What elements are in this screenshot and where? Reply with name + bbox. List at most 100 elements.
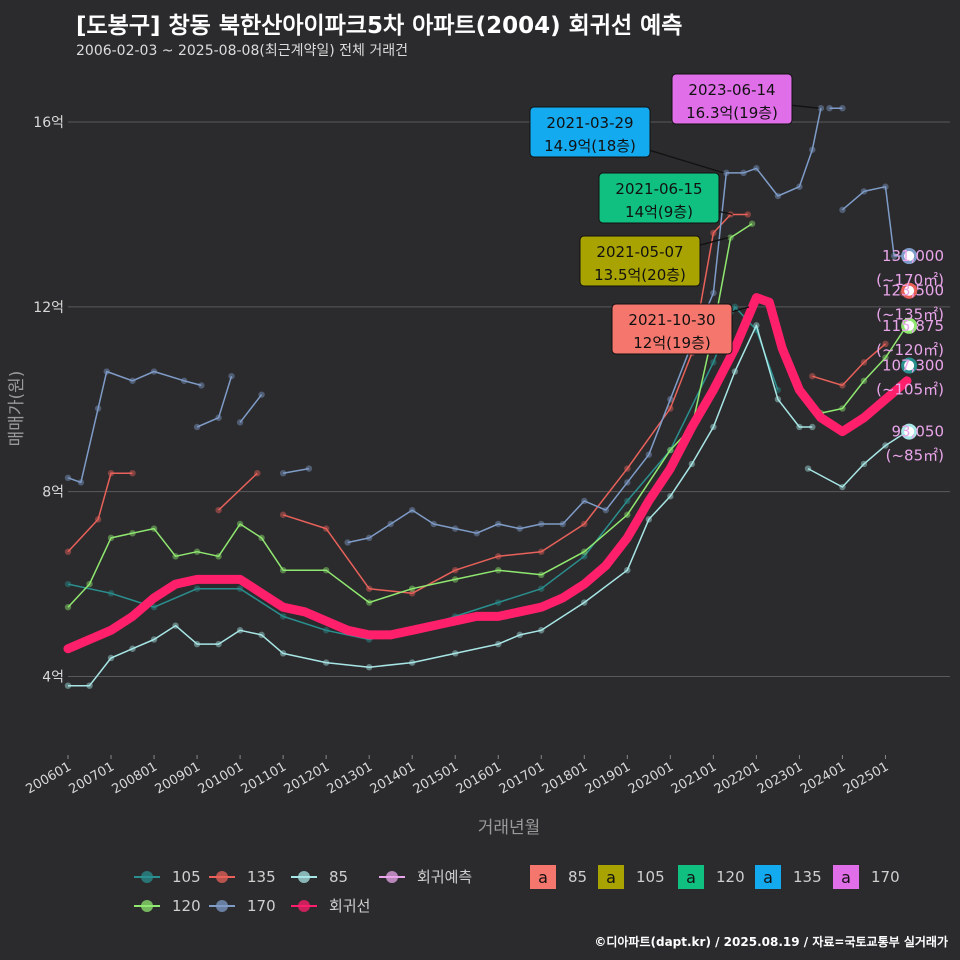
- chart-subtitle: 2006-02-03 ~ 2025-08-08(최근계약일) 전체 거래건: [76, 43, 408, 59]
- series-85-point: [129, 645, 136, 652]
- legend-box-glyph: a: [763, 868, 773, 887]
- series-85-point: [452, 650, 459, 657]
- legend-box-label: 85: [568, 868, 587, 886]
- series-170-point: [860, 188, 868, 195]
- series-120-point: [727, 234, 734, 241]
- legend-label: 105: [172, 868, 201, 886]
- series-105-point: [193, 585, 201, 592]
- series-120-point: [215, 553, 222, 560]
- series-135-point: [107, 469, 115, 477]
- series-85-point: [731, 368, 739, 375]
- series-170-point: [64, 474, 72, 481]
- legend-box-key: [598, 865, 624, 889]
- series-120-point: [279, 567, 287, 574]
- legend-box-key: [678, 865, 704, 889]
- legend-label: 회귀예측: [417, 868, 472, 886]
- series-120-group: [64, 220, 911, 611]
- legend-key-dot: [386, 871, 398, 883]
- series-170-point: [839, 206, 846, 214]
- legend-key-dot: [141, 871, 153, 883]
- callout-price: 16.3억(19층): [686, 104, 778, 122]
- series-85-point: [882, 442, 889, 449]
- legend-item: 회귀선: [291, 897, 370, 915]
- series-170-point: [180, 377, 188, 384]
- y-tick-label: 12억: [33, 300, 64, 316]
- series-120-point: [667, 446, 674, 454]
- series-120-point: [86, 580, 93, 588]
- series-85-point: [193, 640, 201, 648]
- series-85-point: [796, 423, 803, 431]
- series-135-point: [495, 553, 502, 560]
- series-120-point: [322, 567, 330, 574]
- legend-box-key: [755, 865, 781, 889]
- series-135-point: [744, 211, 751, 218]
- legend-box-item: a 170: [833, 865, 900, 889]
- chart-title: [도봉구] 창동 북한산아이파크5차 아파트(2004) 회귀선 예측: [76, 13, 683, 39]
- callout-2021-03-29: 2021-03-29 14.9억(18층): [529, 106, 724, 174]
- forecast-point: [901, 423, 918, 440]
- forecast-unit-label: (~170㎡): [876, 271, 944, 289]
- series-170-point: [581, 497, 588, 505]
- legend-box-item: a 85: [530, 865, 587, 889]
- series-85-point: [804, 465, 812, 472]
- legend-item: 120: [134, 897, 201, 915]
- forecast-unit-label: (~85㎡): [886, 447, 944, 465]
- x-tick-label: 201301: [325, 759, 375, 797]
- series-170-line: [67, 107, 907, 544]
- series-170-point: [753, 165, 760, 172]
- series-85-point: [710, 423, 717, 431]
- series-135-point: [452, 567, 459, 574]
- series-120-point: [64, 603, 72, 611]
- legend-key-dot: [298, 900, 310, 912]
- series-170-point: [228, 372, 235, 380]
- series-170-point: [516, 525, 523, 532]
- series-120-point: [129, 530, 136, 537]
- series-135-point: [882, 340, 889, 348]
- series-170-point: [193, 423, 201, 431]
- series-105-group: [64, 303, 782, 643]
- series-105-point: [64, 580, 72, 588]
- series-170-point: [559, 520, 566, 528]
- series-105-point: [538, 585, 545, 592]
- series-85-point: [538, 627, 545, 634]
- series-135-point: [809, 372, 816, 380]
- callout-box: [611, 303, 733, 355]
- series-85-point: [516, 631, 523, 639]
- y-tick-label: 8억: [42, 485, 64, 501]
- callout-2021-10-30: 2021-10-30 12억(19층): [611, 303, 750, 355]
- series-135-point: [322, 525, 330, 532]
- source-caption: ©디아파트(dapt.kr) / 2025.08.19 / 자료=국토교통부 실…: [594, 935, 948, 949]
- series-85-point: [322, 659, 330, 666]
- callout-2023-06-14: 2023-06-14 16.3억(19층): [671, 73, 819, 125]
- forecast-unit-label: (~105㎡): [876, 381, 944, 399]
- series-120-point: [150, 525, 158, 532]
- series-135-point: [839, 382, 846, 389]
- x-tick-label: 201601: [454, 759, 504, 797]
- series-170-point: [305, 465, 313, 472]
- series-105-point: [581, 553, 588, 560]
- series-85-point: [215, 640, 222, 648]
- series-135-point: [254, 469, 261, 477]
- series-85-point: [860, 460, 868, 468]
- series-120-point: [860, 377, 868, 384]
- series-170-point: [365, 534, 373, 542]
- callout-box: [579, 235, 701, 287]
- series-135-point: [365, 585, 373, 592]
- series-170-point: [94, 405, 102, 412]
- series-170-point: [667, 396, 674, 403]
- series-170-point: [408, 506, 416, 514]
- series-85-point: [365, 664, 373, 671]
- y-tick-label: 16억: [33, 115, 64, 131]
- series-85-point: [150, 636, 158, 643]
- forecast-value-label: 93,050: [892, 423, 945, 441]
- legend-box-label: 105: [636, 868, 665, 886]
- series-85-point: [172, 622, 179, 629]
- series-135-group: [64, 211, 919, 597]
- series-170-point: [430, 520, 437, 528]
- forecast-value-label: 107,300: [882, 357, 944, 375]
- series-170-point: [710, 289, 717, 297]
- series-170-point: [103, 368, 110, 375]
- legend-item: 170: [209, 897, 276, 915]
- forecast-point: [901, 357, 918, 374]
- series-105-point: [150, 603, 158, 611]
